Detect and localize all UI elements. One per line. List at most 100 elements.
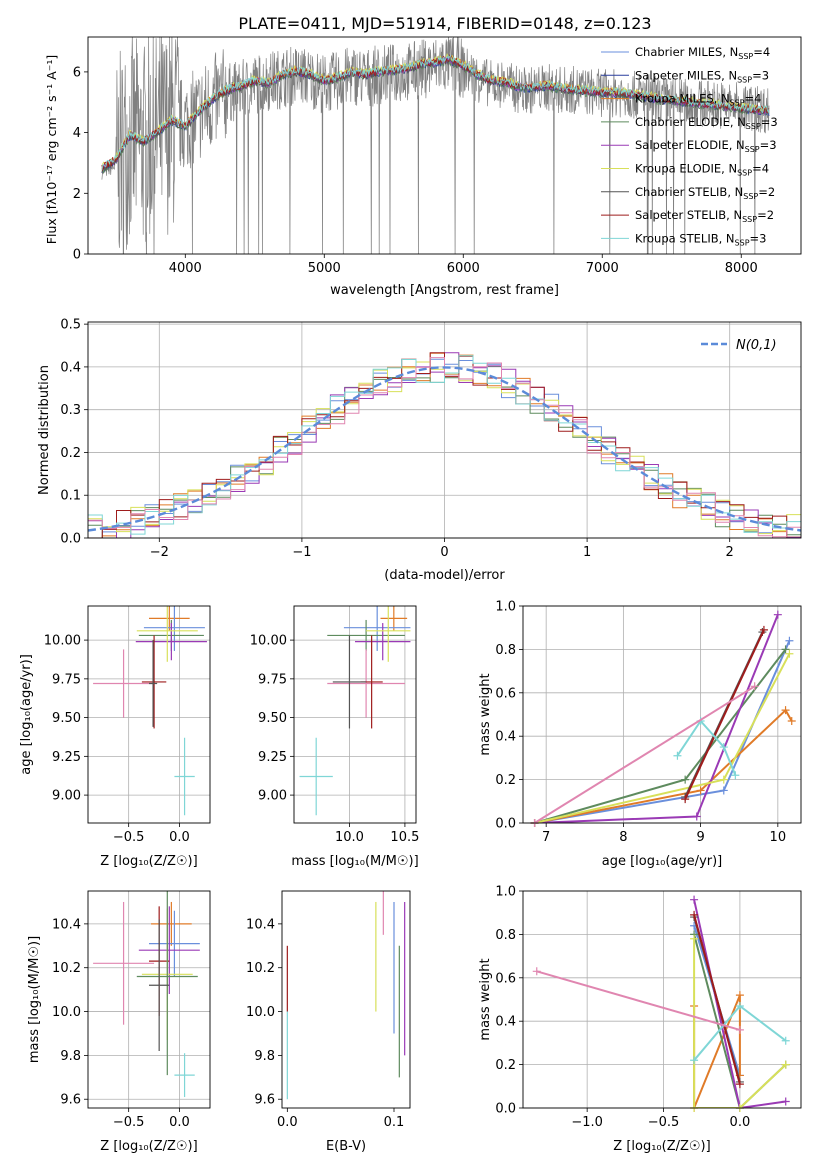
series-marker [690, 1056, 699, 1065]
x-axis-label: age [log₁₀(age/yr)] [602, 854, 723, 869]
y-tick-label: 6 [73, 65, 81, 80]
series-marker [681, 775, 690, 784]
series-line [536, 970, 741, 1031]
series-line [676, 719, 737, 776]
y-tick-label: 0.8 [495, 928, 516, 943]
y-tick-label: 10.2 [52, 961, 81, 976]
x-tick-label: 0 [440, 545, 448, 560]
series-marker [719, 775, 728, 784]
x-axis-label: Z [log₁₀(Z/Z☉)] [613, 1139, 710, 1154]
x-axis-label: (data-model)/error [384, 568, 505, 583]
x-tick-label: 0.0 [730, 1115, 751, 1130]
y-tick-label: 10.4 [52, 917, 81, 932]
axes-frame [522, 890, 802, 1109]
x-tick-label: 9 [696, 830, 704, 845]
y-tick-label: 1.0 [495, 885, 516, 900]
x-tick-label: 7000 [586, 261, 619, 276]
axes-frame [522, 605, 802, 824]
y-tick-label: 9.00 [258, 789, 287, 804]
y-tick-label: 10.0 [52, 1005, 81, 1020]
y-tick-label: 0.0 [495, 1102, 516, 1117]
series-marker [735, 991, 744, 1000]
series-marker [735, 1025, 744, 1034]
legend-label: Kroupa MILES, NSSP=4 [635, 92, 761, 108]
series-marker [781, 706, 790, 715]
y-tick-label: 0.0 [495, 817, 516, 832]
series-marker [690, 910, 699, 919]
y-tick-label: 0.1 [60, 489, 81, 504]
legend-label: Chabrier STELIB, NSSP=2 [635, 185, 775, 201]
series-line [534, 640, 791, 823]
x-axis-label: Z [log₁₀(Z/Z☉)] [100, 1139, 197, 1154]
y-tick-label: 9.00 [52, 789, 81, 804]
y-tick-label: 0.5 [60, 318, 81, 333]
series-marker [787, 717, 796, 726]
axes-frame [87, 321, 802, 539]
y-tick-label: 0.0 [60, 532, 81, 547]
x-tick-label: 7 [542, 830, 550, 845]
y-tick-label: 0 [73, 248, 81, 263]
y-tick-label: 2 [73, 187, 81, 202]
y-tick-label: 0.6 [495, 686, 516, 701]
histogram-step [88, 355, 801, 535]
errorbar-group [93, 891, 200, 1098]
x-tick-label: 5000 [308, 261, 341, 276]
legend-label: Chabrier ELODIE, NSSP=3 [635, 115, 778, 131]
y-axis-label: age [log₁₀(age/yr)] [19, 654, 34, 775]
observed-spectrum-line [101, 37, 770, 254]
series-marker [781, 645, 790, 654]
series-marker [735, 1002, 744, 1011]
y-axis-label: mass [log₁₀(M/M☉)] [27, 936, 42, 1063]
x-tick-label: 10.5 [390, 830, 419, 845]
series-marker [719, 743, 728, 752]
series-marker [681, 795, 690, 804]
legend-label: Salpeter STELIB, NSSP=2 [635, 208, 774, 224]
x-tick-label: 1 [583, 545, 591, 560]
y-tick-label: 0.4 [495, 730, 516, 745]
errorbar-group [299, 606, 411, 816]
x-axis-label: mass [log₁₀(M/M☉)] [291, 854, 418, 869]
gaussian-curve [88, 366, 801, 532]
series-line [684, 629, 765, 800]
model-series-line [101, 54, 770, 171]
series-line [534, 708, 793, 823]
x-axis-label: E(B-V) [326, 1139, 366, 1154]
y-tick-label: 1.0 [495, 600, 516, 615]
series-line [693, 938, 787, 1108]
x-tick-label: −1 [292, 545, 311, 560]
x-tick-label: 0.0 [277, 1115, 298, 1130]
series-marker [673, 751, 682, 760]
age-vs-mass-panel: 10.0 10.5 9.00 9.25 9.50 9.75 10.00 mass [log₁₀… [250, 605, 419, 869]
series-marker [750, 682, 759, 691]
y-tick-label: 0.8 [495, 643, 516, 658]
errorbar-group [93, 606, 207, 816]
x-tick-label: 6000 [447, 261, 480, 276]
series-marker [773, 610, 782, 619]
y-tick-label: 0.4 [495, 1015, 516, 1030]
x-tick-label: 4000 [169, 261, 202, 276]
y-tick-label: 0.6 [495, 971, 516, 986]
x-tick-label: −0.5 [113, 830, 145, 845]
x-tick-label: 10.0 [335, 830, 364, 845]
axes-frame [87, 36, 802, 255]
series-marker [690, 934, 699, 943]
y-tick-label: 10.0 [246, 1005, 275, 1020]
series-marker [759, 625, 768, 634]
y-axis-label: mass weight [478, 958, 493, 1040]
x-tick-label: 8 [619, 830, 627, 845]
x-tick-label: 8000 [725, 261, 758, 276]
x-tick-label: −1.0 [571, 1115, 603, 1130]
series-marker [785, 649, 794, 658]
series-line [534, 614, 779, 823]
legend-label: Kroupa STELIB, NSSP=3 [635, 231, 766, 247]
series-marker [532, 967, 541, 976]
y-tick-label: 0.3 [60, 403, 81, 418]
series-marker [781, 1060, 790, 1069]
spectrum-panel: 4000 5000 6000 7000 8000 0 2 4 6 Chabrier MILES, … [44, 36, 802, 298]
x-tick-label: 2 [726, 545, 734, 560]
y-tick-label: 10.2 [246, 961, 275, 976]
y-tick-label: 10.00 [250, 634, 287, 649]
x-tick-label: 0.0 [169, 830, 190, 845]
legend-label: Chabrier MILES, NSSP=4 [635, 45, 770, 61]
